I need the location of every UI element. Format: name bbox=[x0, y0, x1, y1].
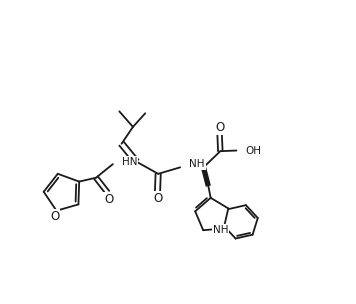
Text: O: O bbox=[153, 192, 162, 205]
Text: O: O bbox=[215, 121, 224, 134]
Text: O: O bbox=[104, 193, 114, 206]
Text: NH: NH bbox=[189, 159, 205, 169]
Text: OH: OH bbox=[246, 146, 262, 156]
Text: NH: NH bbox=[213, 225, 229, 235]
Text: HN: HN bbox=[122, 157, 137, 167]
Text: O: O bbox=[50, 210, 59, 223]
